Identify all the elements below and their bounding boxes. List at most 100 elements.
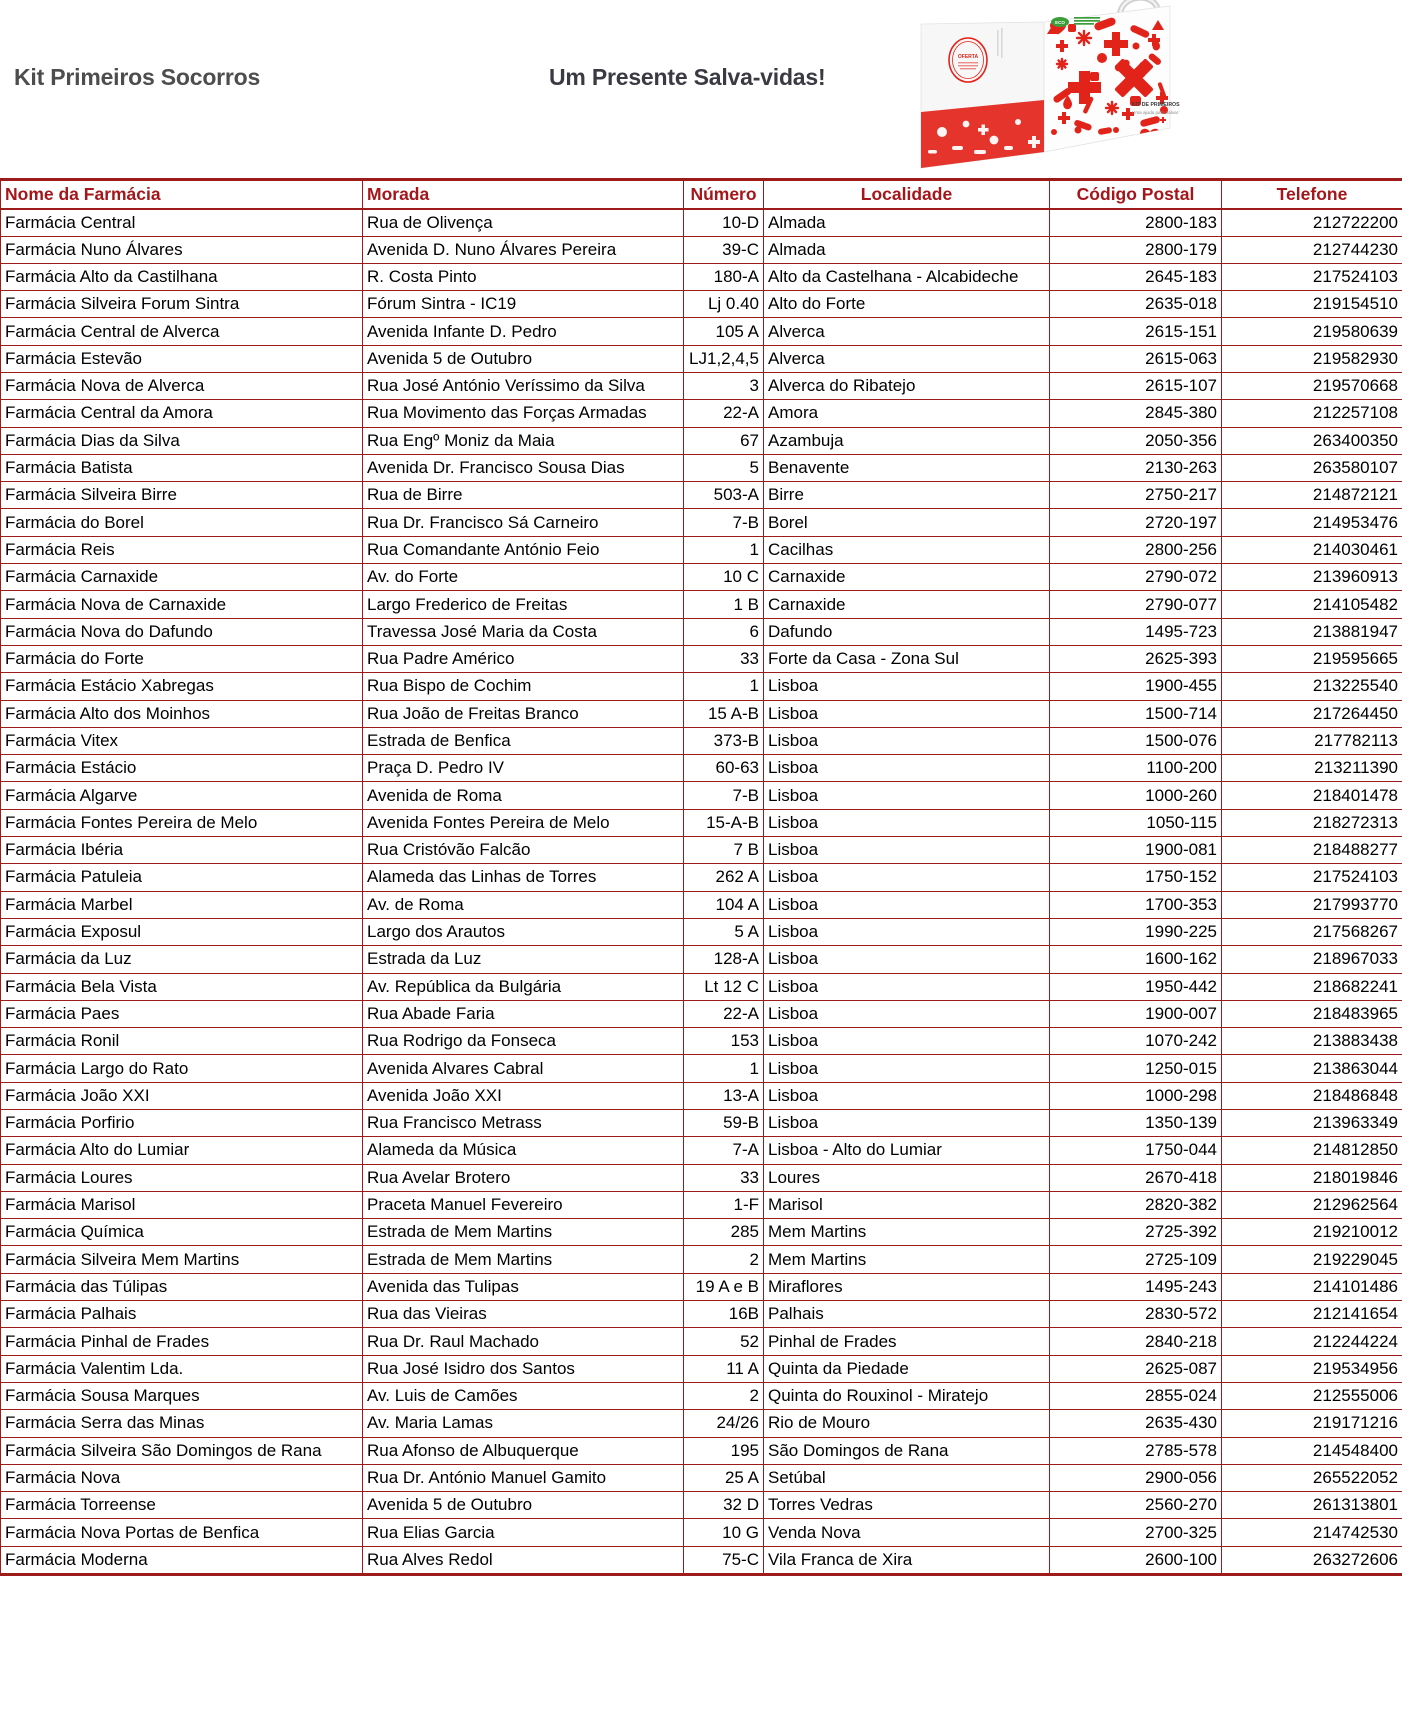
- cell-tel[interactable]: 219534956: [1221, 1354, 1402, 1383]
- cell-cp[interactable]: 2725-392: [1049, 1218, 1222, 1247]
- cell-loc[interactable]: Lisboa: [763, 808, 1050, 838]
- table-row[interactable]: Farmácia Ibéria Rua Cristóvão Falcão 7 B Li…: [0, 836, 1402, 865]
- table-row[interactable]: Farmácia Serra das Minas Av. Maria Lamas 2…: [0, 1409, 1402, 1438]
- cell-addr[interactable]: Avenida Infante D. Pedro: [362, 317, 684, 346]
- cell-name[interactable]: Farmácia Estácio Xabregas: [0, 672, 363, 701]
- cell-cp[interactable]: 1600-162: [1049, 945, 1222, 974]
- table-row[interactable]: Farmácia Palhais Rua das Vieiras 16B Palhai…: [0, 1300, 1402, 1329]
- cell-name[interactable]: Farmácia Paes: [0, 999, 363, 1029]
- cell-name[interactable]: Farmácia Reis: [0, 535, 363, 565]
- column-header-locality[interactable]: Localidade: [763, 178, 1050, 210]
- cell-cp[interactable]: 2840-218: [1049, 1327, 1222, 1356]
- cell-name[interactable]: Farmácia Nova de Carnaxide: [0, 590, 363, 619]
- cell-cp[interactable]: 1495-723: [1049, 617, 1222, 646]
- cell-tel[interactable]: 214872121: [1221, 481, 1402, 510]
- cell-tel[interactable]: 213881947: [1221, 617, 1402, 646]
- cell-num[interactable]: 33: [683, 644, 764, 674]
- cell-cp[interactable]: 2820-382: [1049, 1190, 1222, 1220]
- cell-num[interactable]: Lt 12 C: [683, 972, 764, 1001]
- cell-name[interactable]: Farmácia Sousa Marques: [0, 1381, 363, 1411]
- cell-name[interactable]: Farmácia Fontes Pereira de Melo: [0, 808, 363, 838]
- cell-tel[interactable]: 219171216: [1221, 1409, 1402, 1438]
- cell-tel[interactable]: 212962564: [1221, 1190, 1402, 1220]
- cell-addr[interactable]: Av. Maria Lamas: [362, 1409, 684, 1438]
- table-row[interactable]: Farmácia Valentim Lda. Rua José Isidro do…: [0, 1354, 1402, 1383]
- cell-cp[interactable]: 2635-430: [1049, 1409, 1222, 1438]
- cell-addr[interactable]: Rua Bispo de Cochim: [362, 672, 684, 701]
- cell-cp[interactable]: 2750-217: [1049, 481, 1222, 510]
- cell-tel[interactable]: 219595665: [1221, 644, 1402, 674]
- cell-cp[interactable]: 2645-183: [1049, 262, 1222, 292]
- cell-cp[interactable]: 2800-183: [1049, 208, 1222, 237]
- cell-name[interactable]: Farmácia Largo do Rato: [0, 1054, 363, 1083]
- table-row[interactable]: Farmácia Largo do Rato Avenida Alvares Ca…: [0, 1054, 1402, 1083]
- cell-loc[interactable]: Lisboa: [763, 972, 1050, 1001]
- cell-name[interactable]: Farmácia Alto do Lumiar: [0, 1136, 363, 1165]
- cell-tel[interactable]: 218401478: [1221, 781, 1402, 810]
- cell-loc[interactable]: Mem Martins: [763, 1218, 1050, 1247]
- cell-cp[interactable]: 2625-087: [1049, 1354, 1222, 1383]
- cell-addr[interactable]: Rua Engº Moniz da Maia: [362, 426, 684, 455]
- table-row[interactable]: Farmácia Carnaxide Av. do Forte 10 C Carnax…: [0, 563, 1402, 592]
- cell-cp[interactable]: 2615-107: [1049, 371, 1222, 401]
- cell-name[interactable]: Farmácia Patuleia: [0, 863, 363, 892]
- cell-tel[interactable]: 212722200: [1221, 208, 1402, 237]
- cell-addr[interactable]: Estrada de Benfica: [362, 726, 684, 756]
- cell-name[interactable]: Farmácia Palhais: [0, 1300, 363, 1329]
- cell-loc[interactable]: Almada: [763, 208, 1050, 237]
- cell-loc[interactable]: Alto da Castelhana - Alcabideche: [763, 262, 1050, 292]
- cell-cp[interactable]: 1350-139: [1049, 1108, 1222, 1138]
- cell-tel[interactable]: 214105482: [1221, 590, 1402, 619]
- cell-cp[interactable]: 1990-225: [1049, 917, 1222, 947]
- cell-num[interactable]: 2: [683, 1245, 764, 1274]
- cell-loc[interactable]: Azambuja: [763, 426, 1050, 455]
- cell-name[interactable]: Farmácia das Túlipas: [0, 1272, 363, 1302]
- cell-loc[interactable]: Lisboa: [763, 754, 1050, 783]
- cell-cp[interactable]: 1750-044: [1049, 1136, 1222, 1165]
- table-row[interactable]: Farmácia Silveira Forum Sintra Fórum Sint…: [0, 290, 1402, 319]
- table-row[interactable]: Farmácia Central Rua de Olivença 10-D Almad…: [0, 208, 1402, 237]
- cell-loc[interactable]: Lisboa: [763, 672, 1050, 701]
- cell-num[interactable]: 22-A: [683, 399, 764, 428]
- cell-addr[interactable]: Rua Dr. Francisco Sá Carneiro: [362, 508, 684, 537]
- cell-addr[interactable]: Avenida de Roma: [362, 781, 684, 810]
- cell-tel[interactable]: 263272606: [1221, 1545, 1402, 1576]
- cell-num[interactable]: 104 A: [683, 890, 764, 919]
- cell-addr[interactable]: Avenida D. Nuno Álvares Pereira: [362, 235, 684, 264]
- cell-tel[interactable]: 265522052: [1221, 1463, 1402, 1493]
- cell-name[interactable]: Farmácia Central: [0, 208, 363, 237]
- cell-name[interactable]: Farmácia Ronil: [0, 1027, 363, 1056]
- cell-loc[interactable]: Miraflores: [763, 1272, 1050, 1302]
- cell-name[interactable]: Farmácia Marisol: [0, 1190, 363, 1220]
- cell-cp[interactable]: 2725-109: [1049, 1245, 1222, 1274]
- cell-cp[interactable]: 2615-063: [1049, 344, 1222, 373]
- cell-num[interactable]: 75-C: [683, 1545, 764, 1576]
- cell-tel[interactable]: 212744230: [1221, 235, 1402, 264]
- cell-num[interactable]: 22-A: [683, 999, 764, 1029]
- cell-num[interactable]: 128-A: [683, 945, 764, 974]
- cell-addr[interactable]: Rua Rodrigo da Fonseca: [362, 1027, 684, 1056]
- table-row[interactable]: Farmácia Estácio Xabregas Rua Bispo de Co…: [0, 672, 1402, 701]
- cell-loc[interactable]: Lisboa: [763, 836, 1050, 865]
- table-row[interactable]: Farmácia Ronil Rua Rodrigo da Fonseca 153 L…: [0, 1027, 1402, 1056]
- column-header-phone[interactable]: Telefone: [1221, 178, 1402, 210]
- cell-loc[interactable]: Rio de Mouro: [763, 1409, 1050, 1438]
- cell-cp[interactable]: 2560-270: [1049, 1491, 1222, 1520]
- cell-loc[interactable]: Lisboa: [763, 726, 1050, 756]
- cell-num[interactable]: 6: [683, 617, 764, 646]
- cell-loc[interactable]: Alverca: [763, 317, 1050, 346]
- table-row[interactable]: Farmácia Patuleia Alameda das Linhas de T…: [0, 863, 1402, 892]
- cell-name[interactable]: Farmácia Torreense: [0, 1491, 363, 1520]
- table-row[interactable]: Farmácia das Túlipas Avenida das Tulipas 1…: [0, 1272, 1402, 1302]
- cell-loc[interactable]: Setúbal: [763, 1463, 1050, 1493]
- cell-num[interactable]: LJ1,2,4,5: [683, 344, 764, 373]
- cell-name[interactable]: Farmácia Moderna: [0, 1545, 363, 1576]
- cell-num[interactable]: 13-A: [683, 1081, 764, 1111]
- cell-tel[interactable]: 218486848: [1221, 1081, 1402, 1111]
- cell-tel[interactable]: 218019846: [1221, 1163, 1402, 1192]
- cell-num[interactable]: 10-D: [683, 208, 764, 237]
- cell-addr[interactable]: Rua José Isidro dos Santos: [362, 1354, 684, 1383]
- cell-tel[interactable]: 213883438: [1221, 1027, 1402, 1056]
- cell-addr[interactable]: Rua Abade Faria: [362, 999, 684, 1029]
- cell-tel[interactable]: 214812850: [1221, 1136, 1402, 1165]
